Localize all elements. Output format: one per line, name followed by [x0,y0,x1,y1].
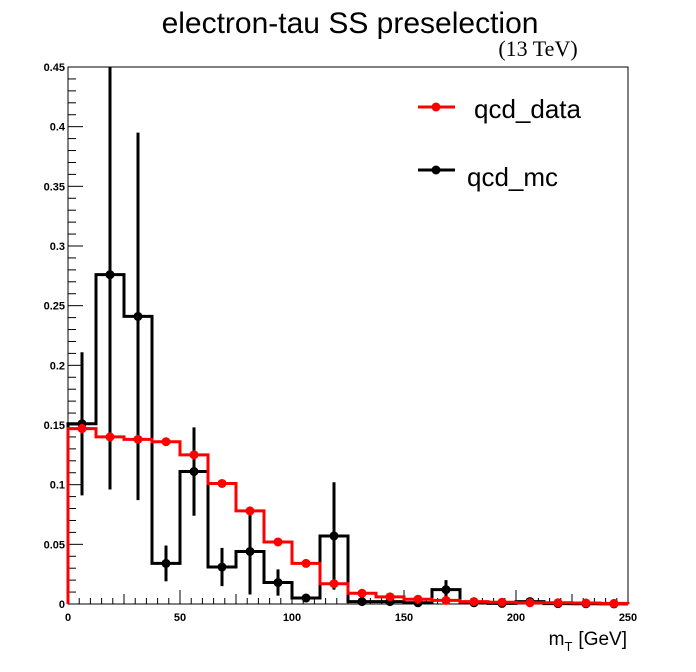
data-point [385,592,395,602]
data-point [301,558,311,568]
data-point [413,594,423,604]
data-point [273,537,283,547]
energy-label: (13 TeV) [498,36,577,61]
y-tick-label: 0.45 [44,62,65,74]
data-point [497,597,507,607]
data-point [329,531,339,541]
y-tick-label: 0.25 [44,301,65,313]
legend-marker-qcd-data [431,102,441,112]
data-point [245,506,255,516]
legend-marker-qcd-mc [431,165,441,175]
data-point [133,311,143,321]
x-axis-label-unit: [GeV] [578,629,627,650]
data-point [189,467,199,477]
data-point [105,270,115,280]
data-point [245,546,255,556]
x-axis-label-main: m [549,629,565,650]
y-tick-label: 0.15 [44,420,65,432]
data-point [329,579,339,589]
data-point [357,588,367,598]
x-tick-label: 250 [619,612,637,624]
series-line-qcd-data [66,427,630,605]
data-point [357,597,367,607]
x-tick-label: 0 [65,612,71,624]
data-point [217,478,227,488]
y-tick-label: 0.1 [50,480,65,492]
data-point [441,595,451,605]
data-point [189,450,199,460]
x-tick-label: 100 [283,612,301,624]
data-point [217,562,227,572]
y-tick-label: 0.35 [44,181,65,193]
data-point [105,432,115,442]
data-point [609,598,619,608]
chart-title: electron-tau SS preselection [162,7,539,40]
series-qcd-mc [66,67,630,609]
legend-label-qcd-data: qcd_data [474,94,582,124]
data-point [301,593,311,603]
data-point [77,424,87,434]
x-tick-label: 50 [174,612,186,624]
y-tick-label: 0 [59,599,65,611]
y-tick-label: 0.2 [50,360,65,372]
x-axis-label: mT [GeV] [549,629,627,654]
data-point [133,434,143,444]
data-point [161,558,171,568]
data-point [525,598,535,608]
data-point [553,598,563,608]
legend-label-qcd-mc: qcd_mc [467,162,558,192]
data-point [469,597,479,607]
x-tick-label: 150 [395,612,413,624]
legend: qcd_data qcd_mc [418,94,582,192]
x-axis-label-sub: T [564,639,572,654]
series-layer [66,67,630,609]
y-tick-label: 0.3 [50,241,65,253]
axis-ticks: 0 50 100 150 200 250 0 0.05 0.1 0.15 0.2 0.25 0.3 0.3… [44,62,638,624]
data-point [581,598,591,608]
x-tick-label: 200 [507,612,525,624]
series-qcd-data [66,423,630,608]
data-point [273,578,283,588]
y-tick-label: 0.05 [44,539,65,551]
y-tick-label: 0.4 [50,122,66,134]
data-point [441,585,451,595]
data-point [161,437,171,447]
